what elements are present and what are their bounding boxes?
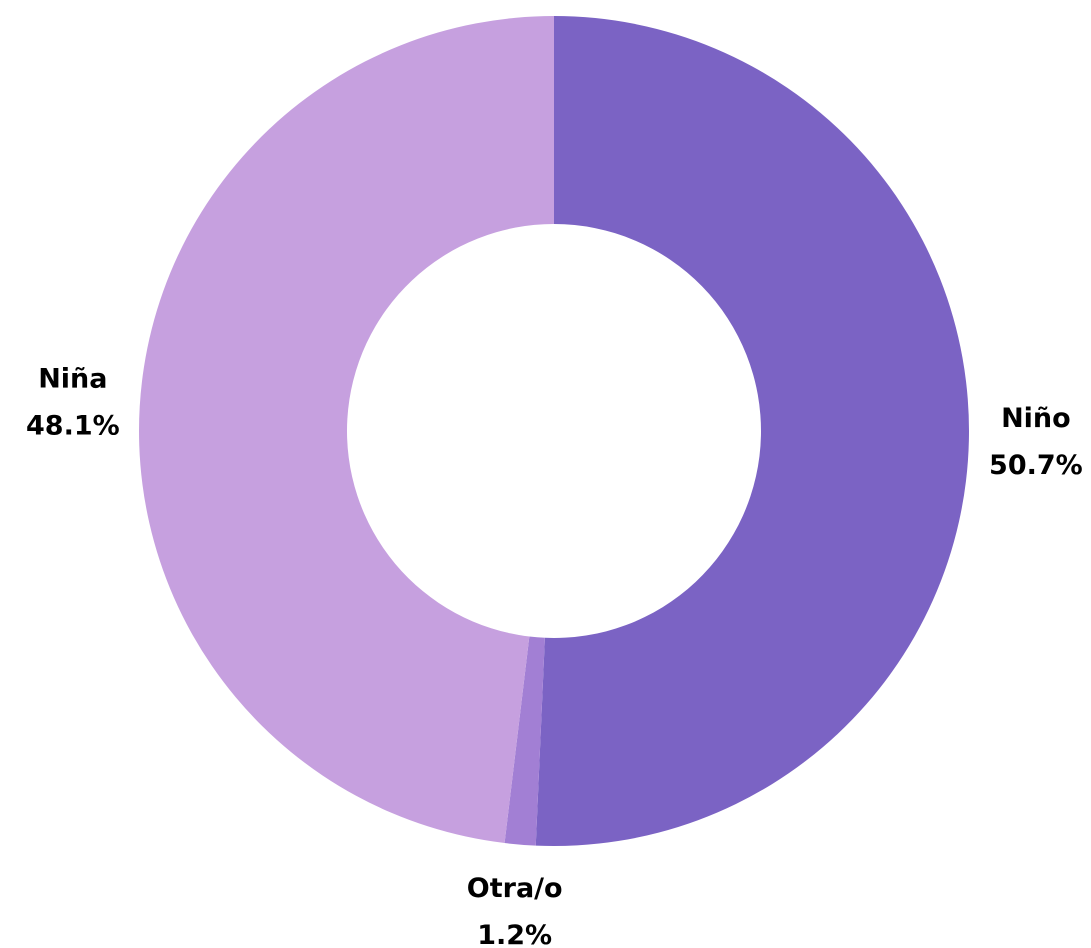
donut-slice (138, 16, 555, 844)
slice-label: Niño (1001, 403, 1071, 434)
slice-label: Niña (38, 364, 107, 395)
slice-label: Otra/o (467, 873, 563, 904)
donut-slice (504, 636, 545, 846)
donut-slice (535, 16, 969, 846)
slice-value: 1.2% (477, 920, 552, 948)
slice-value: 48.1% (26, 411, 120, 442)
slice-value: 50.7% (989, 450, 1083, 481)
